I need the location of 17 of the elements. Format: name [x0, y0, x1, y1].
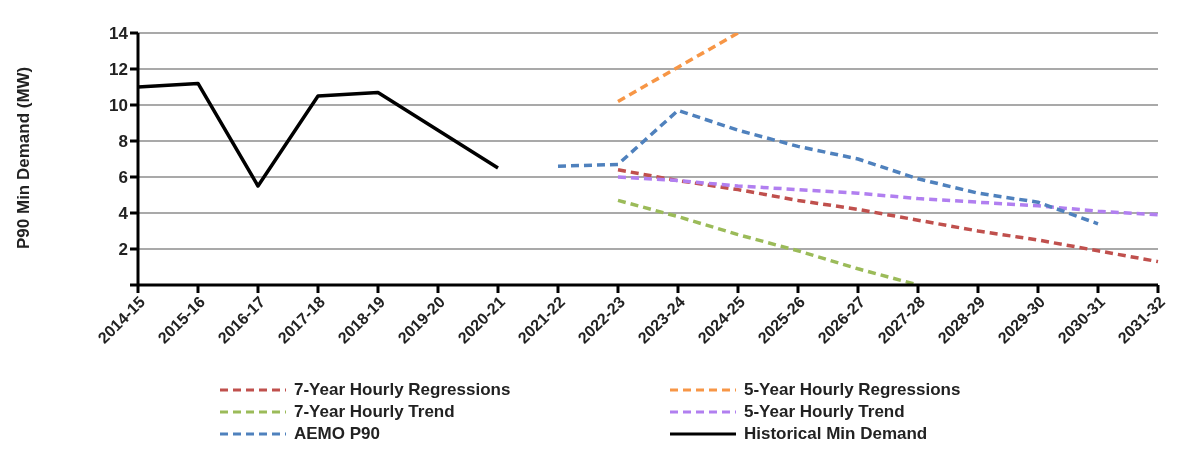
- y-tick-label: 14: [109, 24, 129, 44]
- y-tick-label: 4: [118, 204, 129, 224]
- y-tick-label: 12: [109, 60, 128, 80]
- line-series: [616, 175, 1160, 217]
- legend-label: 5-Year Hourly Regressions: [744, 380, 961, 400]
- legend-label: 5-Year Hourly Trend: [744, 402, 905, 422]
- y-tick-label: 6: [118, 168, 128, 188]
- legend-label: 7-Year Hourly Trend: [294, 402, 455, 422]
- line-series: [616, 168, 1160, 264]
- y-tick-label: 8: [118, 132, 128, 152]
- y-axis-title: P90 Min Demand (MW): [14, 66, 34, 249]
- line-series: [556, 108, 1100, 226]
- legend-label: Historical Min Demand: [744, 424, 928, 444]
- legend-label: AEMO P90: [294, 424, 380, 444]
- y-tick-label: 10: [109, 96, 128, 116]
- y-tick-label: 2: [118, 240, 128, 260]
- legend-label: 7-Year Hourly Regressions: [294, 380, 511, 400]
